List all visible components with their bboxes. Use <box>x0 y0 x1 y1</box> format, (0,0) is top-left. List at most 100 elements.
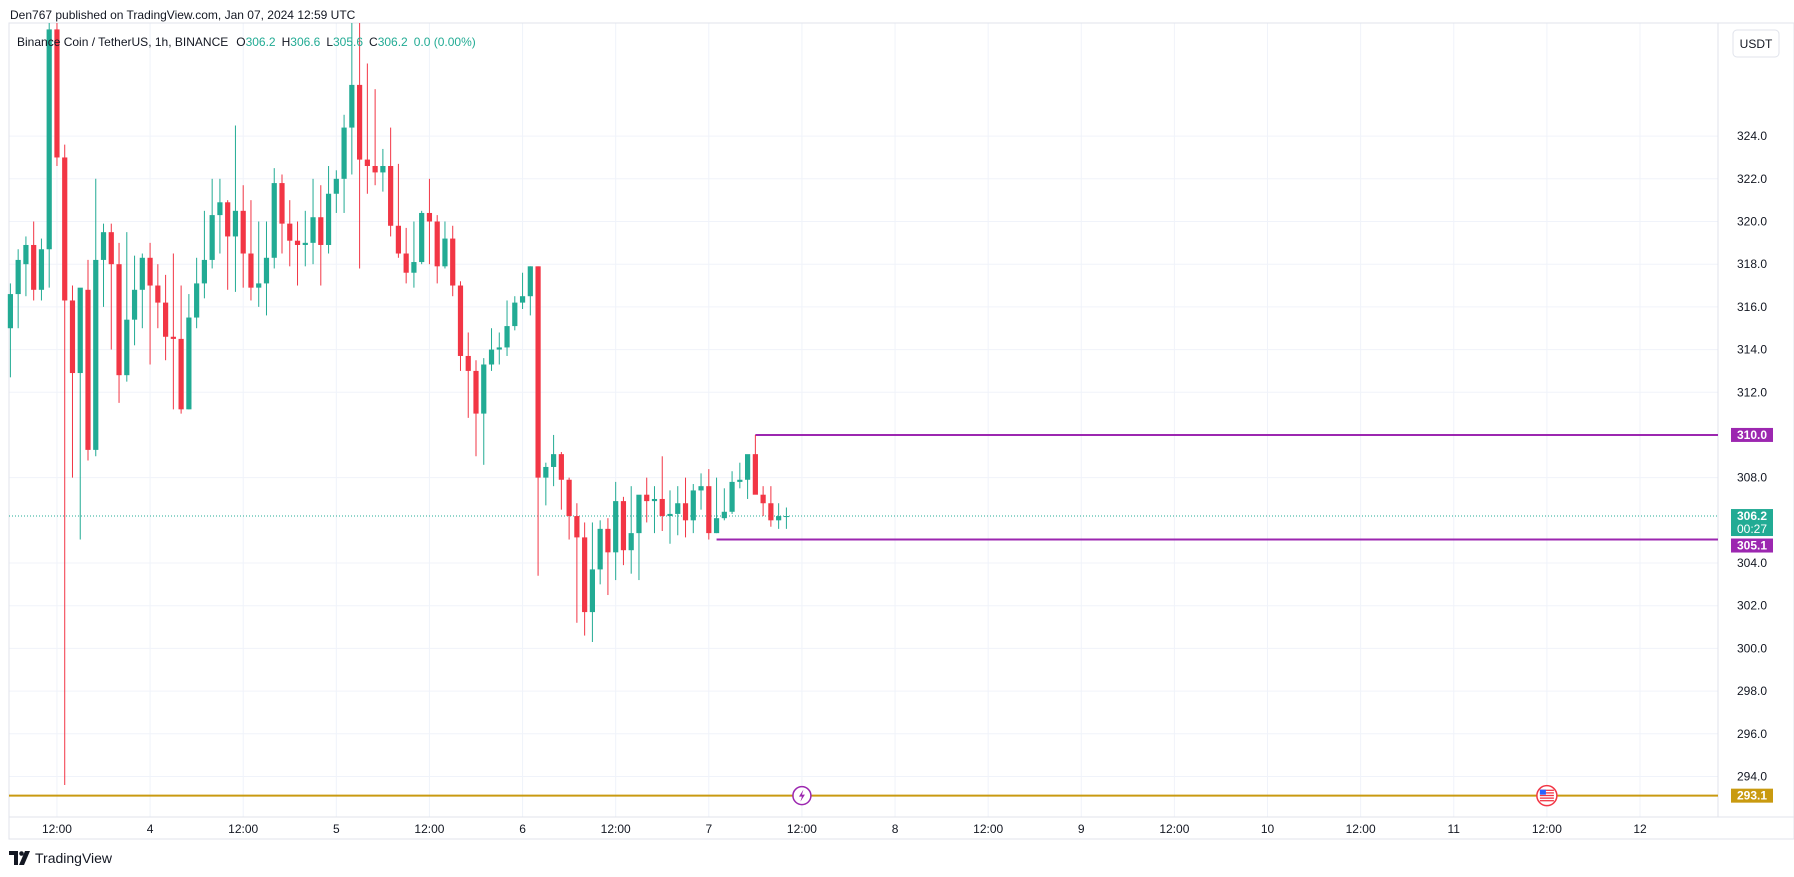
candle <box>651 486 658 534</box>
candle <box>163 274 169 361</box>
x-tick-label: 8 <box>892 822 899 836</box>
candle-body <box>240 210 246 254</box>
events <box>792 784 1558 807</box>
x-tick-label: 9 <box>1078 822 1085 836</box>
candle <box>139 253 145 329</box>
candle-body <box>279 183 285 224</box>
candle-body <box>737 479 743 482</box>
candle-body <box>155 285 161 303</box>
candle <box>124 232 130 382</box>
candle-body <box>589 569 595 613</box>
candle-body <box>411 262 417 273</box>
candle <box>93 178 99 457</box>
candle <box>434 215 440 284</box>
candle-body <box>325 193 332 245</box>
candle <box>364 63 370 194</box>
candle-body <box>341 127 347 179</box>
current-price-tag-bg <box>1731 509 1773 537</box>
chart-legend: Binance Coin / TetherUS, 1h, BINANCE O306… <box>17 35 476 49</box>
candle <box>752 434 758 495</box>
candle <box>574 503 580 623</box>
candle-body <box>527 266 533 297</box>
candle-body <box>77 287 83 374</box>
currency-button[interactable]: USDT <box>1732 29 1780 58</box>
candle-body <box>682 503 689 521</box>
current-price-value: 306.2 <box>1737 509 1767 523</box>
x-tick-label: 4 <box>147 822 154 836</box>
candle <box>341 114 347 213</box>
candle <box>147 242 153 365</box>
candle <box>713 477 720 534</box>
tradingview-logo[interactable]: TradingView <box>9 850 112 866</box>
us-flag-canton <box>1539 789 1546 795</box>
us-flag-stripe <box>1539 789 1554 791</box>
legend-h-label: H <box>282 35 291 49</box>
candle <box>582 522 588 636</box>
candle-body <box>543 466 549 478</box>
candle <box>690 484 696 534</box>
chart-frame <box>8 22 1794 840</box>
candle <box>450 225 456 297</box>
candle-body <box>496 347 502 350</box>
candle <box>271 168 277 269</box>
candle <box>605 518 611 596</box>
candle-body <box>380 166 386 173</box>
candle-body <box>225 202 231 237</box>
candle <box>589 522 595 642</box>
x-tick-label: 12 <box>1633 822 1647 836</box>
candle <box>682 477 689 538</box>
candle-body <box>776 516 782 521</box>
candle-body <box>124 319 130 376</box>
candle <box>636 494 642 581</box>
us-flag-event-icon[interactable] <box>1536 784 1558 807</box>
y-tick-label: 316.0 <box>1737 300 1767 314</box>
candle <box>512 296 518 331</box>
tradingview-logo-icon <box>9 851 30 865</box>
candle-body <box>294 240 301 245</box>
candle <box>760 486 766 517</box>
legend-interval: 1h <box>155 35 168 49</box>
candle-body <box>488 349 495 365</box>
candle <box>279 174 285 254</box>
lightning-event-icon[interactable] <box>792 785 812 806</box>
candle-body <box>232 210 239 237</box>
candle-body <box>163 302 169 337</box>
long-support-price-tag-bg <box>1731 788 1773 803</box>
x-tick-label: 12:00 <box>1159 822 1189 836</box>
candle-body <box>721 511 727 519</box>
candle <box>46 23 52 288</box>
candle-body <box>248 253 254 288</box>
lightning-event-icon-bolt <box>798 789 805 802</box>
candle <box>535 266 541 576</box>
candle-body <box>442 238 448 267</box>
candle-body <box>23 244 29 265</box>
x-tick-label: 5 <box>333 822 340 836</box>
current-price-tag: 306.200:27 <box>1731 509 1773 537</box>
candle-body <box>512 302 518 327</box>
price-axis[interactable]: 294.0 296.0 298.0 300.0 302.0 304.0 308.0 312.0… <box>1737 129 1767 783</box>
support-price-tag: 305.1 <box>1731 538 1773 553</box>
us-flag-stripe <box>1539 792 1554 794</box>
candle-body <box>116 264 122 376</box>
candle-body <box>349 84 355 128</box>
candle <box>675 486 681 536</box>
candle <box>310 178 316 265</box>
candle-body <box>62 157 68 301</box>
time-axis[interactable]: 12:00 4 12:00 5 12:00 6 12:00 7 12:00 8 12:00 9 12:0… <box>42 822 1647 836</box>
candle <box>38 238 45 301</box>
candle <box>706 469 712 540</box>
candle <box>178 285 184 414</box>
candle-body <box>651 498 658 502</box>
y-tick-label: 322.0 <box>1737 172 1767 186</box>
candle <box>287 200 293 267</box>
candle <box>543 462 549 506</box>
candle <box>372 89 378 186</box>
candle <box>481 358 487 465</box>
candle-body <box>263 257 270 284</box>
candle <box>209 178 215 269</box>
candle-body <box>752 454 758 495</box>
candle <box>217 178 223 254</box>
candle <box>7 283 13 378</box>
candle-body <box>364 159 370 167</box>
